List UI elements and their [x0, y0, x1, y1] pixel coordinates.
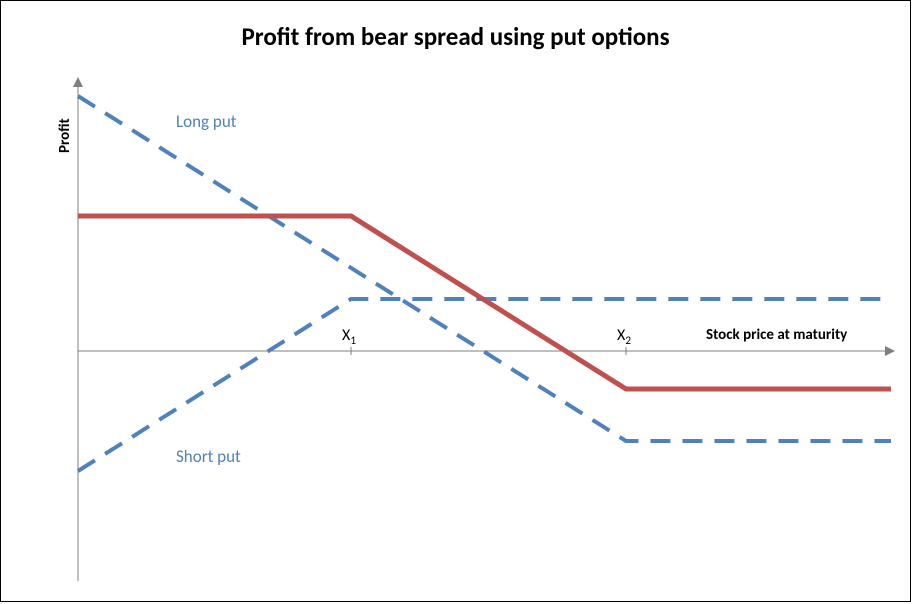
tick-x1: X1: [342, 326, 356, 348]
axes-group: [78, 81, 891, 581]
chart-frame: Profit from bear spread using put option…: [0, 0, 911, 602]
series-net_spread: [78, 216, 891, 389]
plot-area: [1, 1, 912, 603]
series-group: [78, 96, 891, 471]
tick-x2: X2: [617, 326, 631, 348]
short-put-label: Short put: [176, 446, 241, 467]
long-put-label: Long put: [176, 111, 236, 132]
